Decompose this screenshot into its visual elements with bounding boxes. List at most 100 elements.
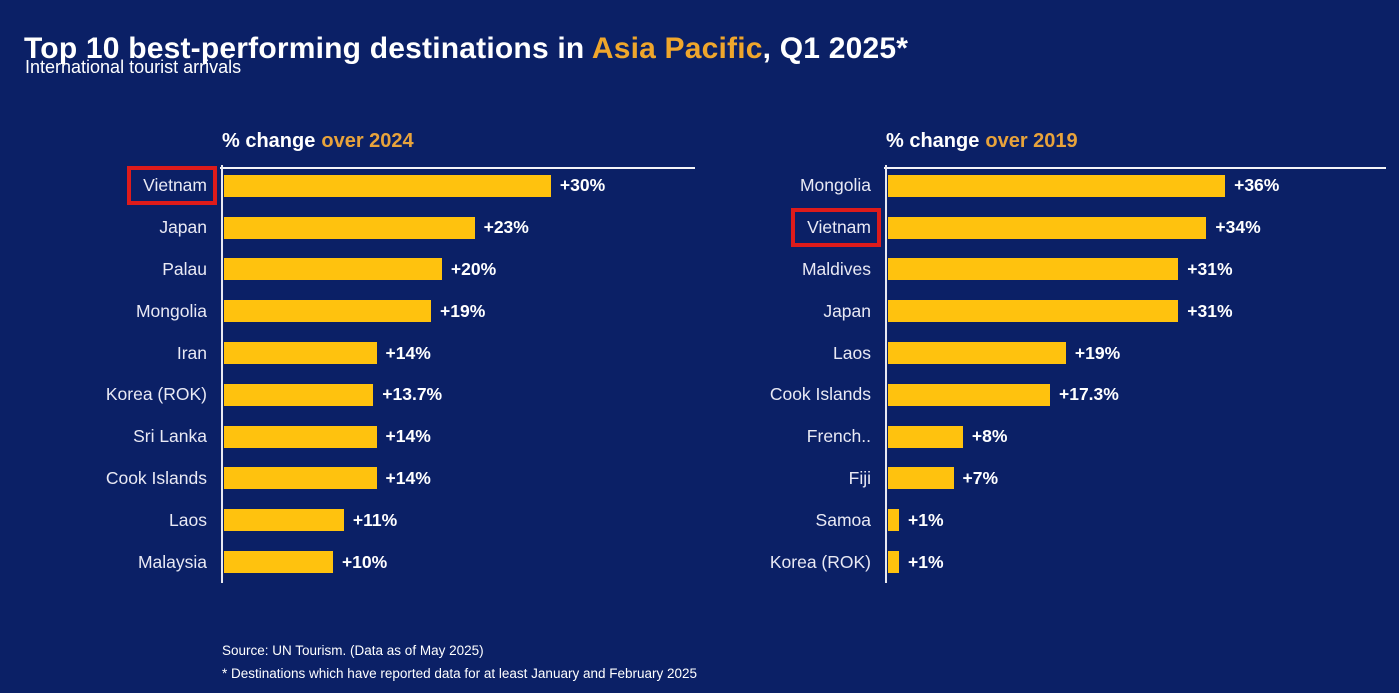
category-cell: Cook Islands [82,468,221,489]
chart-row: Japan +23% [82,207,695,249]
value-label: +19% [1074,342,1121,363]
chart-row: Sri Lanka +14% [82,416,695,458]
plot-area: +7% [885,467,1386,490]
plot-area: +19% [221,300,695,323]
value-label: +23% [483,217,529,238]
value-label: +14% [385,342,431,363]
value-label: +17.3% [1059,384,1119,405]
plot-area: +1% [885,509,1386,532]
category-label: Mongolia [135,300,207,321]
bar [888,467,954,490]
category-label: Korea (ROK) [105,384,207,405]
value-label: +11% [352,509,398,530]
category-label: Samoa [815,509,871,530]
bar [888,174,1226,197]
value-label: +20% [450,258,497,279]
plot-area: +31% [885,300,1386,323]
category-cell: Mongolia [746,175,885,196]
chart-row: Japan +31% [746,290,1386,332]
category-cell: Iran [82,343,221,364]
chart-row: Vietnam +34% [746,207,1386,249]
chart-title-plain: % change [222,130,316,152]
bar [888,300,1179,323]
chart-title-accent: over 2019 [985,130,1078,152]
plot-area: +23% [221,216,695,239]
value-label: +14% [385,426,431,447]
bar [224,258,442,281]
chart-row: Palau +20% [82,249,695,291]
category-cell: Japan [82,217,221,238]
value-label: +34% [1215,217,1261,238]
plot-area: +8% [885,425,1386,448]
category-label: Japan [159,217,207,238]
page-title-accent: Asia Pacific [591,32,763,66]
chart-row: Fiji +7% [746,458,1386,500]
footnote: * Destinations which have reported data … [222,665,698,681]
plot-area: +36% [885,174,1386,197]
category-label: Iran [176,342,207,363]
category-label: Japan [823,300,871,321]
chart-row: Laos +11% [82,499,695,541]
chart-title-accent: over 2024 [321,130,414,152]
bar [888,383,1050,406]
bar-rows: Vietnam +30% Japan +23% Palau +20% Mongolia +19… [82,165,695,583]
value-label: +8% [971,426,1008,447]
source-note: Source: UN Tourism. (Data as of May 2025… [222,643,484,658]
category-cell: Mongolia [82,301,221,322]
chart-row: Korea (ROK) +1% [746,541,1386,583]
chart-row: Mongolia +36% [746,165,1386,207]
value-label: +36% [1234,175,1280,196]
category-cell: French.. [746,426,885,447]
chart-header-rule [884,167,1386,169]
category-label: Laos [833,342,871,363]
plot-area: +34% [885,216,1386,239]
plot-area: +30% [221,174,695,197]
category-label: Sri Lanka [133,426,207,447]
chart-title-plain: % change [886,130,980,152]
category-cell: Malaysia [82,552,221,573]
chart-row: Cook Islands +17.3% [746,374,1386,416]
bar [888,258,1179,281]
category-cell: Vietnam [82,166,221,206]
chart-row: Maldives +31% [746,249,1386,291]
bar [224,383,374,406]
plot-area: +20% [221,258,695,281]
chart-row: Malaysia +10% [82,541,695,583]
bar [224,425,377,448]
chart-row: Samoa +1% [746,499,1386,541]
chart-row: Iran +14% [82,332,695,374]
highlighted-category-label: Vietnam [791,208,881,248]
category-label: Cook Islands [769,384,871,405]
plot-area: +17.3% [885,383,1386,406]
category-label: Cook Islands [105,467,207,488]
category-label: French.. [806,426,871,447]
category-cell: Sri Lanka [82,426,221,447]
highlighted-category-label: Vietnam [127,166,217,206]
chart-row: Mongolia +19% [82,290,695,332]
footer: Source: UN Tourism. (Data as of May 2025… [222,640,697,686]
plot-area: +14% [221,425,695,448]
category-label: Malaysia [137,551,207,572]
value-label: +7% [962,467,999,488]
plot-area: +31% [885,258,1386,281]
page-subtitle: International tourist arrivals [25,57,242,77]
bar [224,174,551,197]
value-label: +1% [908,509,944,530]
bar [224,509,344,532]
chart-row: French.. +8% [746,416,1386,458]
category-cell: Cook Islands [746,384,885,405]
category-cell: Fiji [746,468,885,489]
category-label: Mongolia [799,175,871,196]
category-label: Fiji [848,467,871,488]
bar [888,551,900,574]
value-label: +19% [440,300,486,321]
category-cell: Samoa [746,510,885,531]
category-cell: Japan [746,301,885,322]
chart-title: % change over 2019 [886,130,1078,153]
chart-row: Laos +19% [746,332,1386,374]
category-label: Korea (ROK) [769,551,871,572]
plot-area: +11% [221,509,695,532]
category-cell: Palau [82,259,221,280]
plot-area: +10% [221,551,695,574]
